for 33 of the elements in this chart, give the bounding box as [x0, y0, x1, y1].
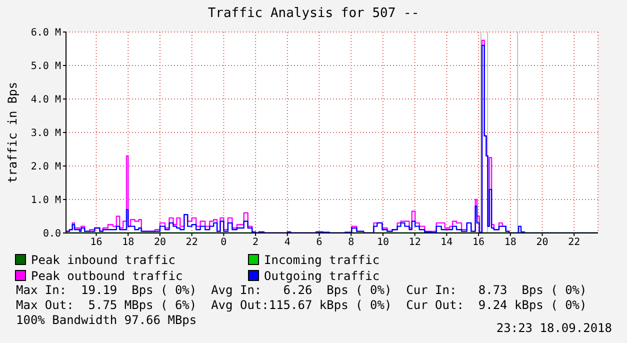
y-tick-label: 0.0 [42, 228, 61, 240]
x-tick-label: 12 [408, 237, 421, 248]
y-axis-title: traffic in Bps [5, 82, 20, 184]
x-tick-label: 0 [220, 237, 227, 248]
x-tick-label: 20 [536, 237, 548, 248]
x-tick-label: 6 [316, 237, 322, 248]
text: 23:23 18.09.2018 [496, 321, 612, 335]
legend-label: Peak outbound traffic [31, 268, 183, 282]
y-tick-label: 2.0 M [30, 162, 61, 173]
x-tick-label: 4 [284, 237, 290, 248]
y-tick-label: 5.0 M [30, 61, 61, 72]
x-tick-label: 2 [252, 237, 259, 248]
x-tick-label: 8 [348, 237, 354, 248]
x-tick-label: 18 [504, 237, 516, 248]
y-tick-label: 4.0 M [30, 94, 61, 106]
x-tick-label: 20 [154, 237, 166, 248]
x-tick-label: 16 [90, 237, 102, 248]
legend-label: Peak inbound traffic [31, 252, 176, 266]
y-tick-label: 6.0 M [30, 28, 61, 39]
text: Max In: 19.19 Bps ( 0%) Avg In: 6.26 Bps ( 0%) Cur In: 8.73 Bps ( 0%) [16, 283, 588, 298]
x-tick-label: 16 [472, 237, 485, 248]
y-tick-label: 1.0 M [30, 195, 61, 206]
chart-title: Traffic Analysis for 507 -- [206, 6, 420, 21]
x-tick-label: 22 [186, 237, 198, 248]
legend-label: Outgoing traffic [264, 268, 380, 282]
text: Max Out: 5.75 MBps ( 6%) Avg Out:115.67 kBps ( 0%) Cur Out: 9.24 kBps ( 0%) [16, 298, 588, 313]
x-tick-label: 22 [568, 237, 580, 248]
y-tick-label: 3.0 M [30, 128, 61, 140]
text: 100% Bandwidth 97.66 MBps [16, 313, 197, 327]
x-tick-label: 18 [122, 237, 134, 248]
x-tick-label: 10 [376, 237, 389, 248]
legend-label: Incoming traffic [264, 252, 380, 266]
x-tick-label: 14 [440, 237, 453, 248]
